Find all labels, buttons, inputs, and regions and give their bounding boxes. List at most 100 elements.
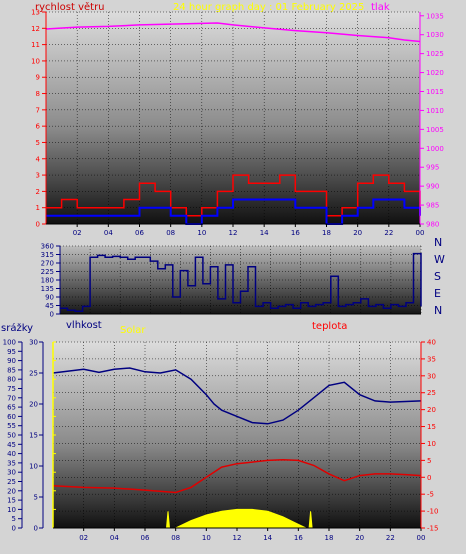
wind-direction-marks	[60, 252, 422, 312]
humidity-temp-xtick-label: 20	[355, 534, 364, 542]
wind-speed-ytick-label: 12	[31, 25, 40, 33]
wind-pressure-marks	[45, 22, 421, 225]
humidity-ytick-label: 5	[34, 494, 38, 502]
humidity-temp-xtick-label: 22	[386, 534, 395, 542]
wind-direction-series	[60, 252, 422, 312]
humidity-temp-axes: 02 04 06 08 10 12 14 16 18 20 22 00-15-10-505101520…	[3, 339, 439, 543]
wind-pressure-xtick-label: 06	[135, 229, 144, 237]
rain-ytick-label: 95	[7, 348, 16, 356]
pressure-ytick-label: 980	[426, 221, 439, 229]
humidity-ytick-label: 15	[29, 432, 38, 440]
rain-ytick-label: 15	[7, 497, 16, 505]
wind-direction-ytick-label: 135	[41, 285, 54, 293]
temperature-ytick-label: 15	[427, 423, 436, 431]
rain-ytick-label: 65	[7, 404, 16, 412]
wind-speed-ytick-label: 10	[31, 57, 40, 65]
temperature-ytick-label: 20	[427, 406, 436, 414]
direction-label-s: S	[434, 270, 441, 283]
wind-pressure-xtick-label: 00	[416, 229, 425, 237]
temperature-ytick-label: 35	[427, 355, 436, 363]
rain-ytick-label: 20	[7, 487, 16, 495]
direction-label-e: E	[434, 287, 441, 300]
temperature-ytick-label: -10	[427, 508, 438, 516]
wind-direction-ytick-label: 225	[41, 268, 54, 276]
pressure-ytick-label: 1030	[426, 31, 444, 39]
solar-label: Solar	[120, 325, 146, 336]
wind-speed-ytick-label: 13	[31, 9, 40, 17]
direction-label-w: W	[434, 253, 445, 266]
wind-speed-ytick-label: 4	[36, 155, 41, 163]
rain-ytick-label: 25	[7, 478, 16, 486]
wind-pressure-xtick-label: 02	[73, 229, 82, 237]
wind-speed-ytick-label: 8	[36, 90, 40, 98]
wind-direction-ytick-label: 315	[41, 251, 54, 259]
humidity-temp-xtick-label: 12	[233, 534, 242, 542]
rain-ytick-label: 85	[7, 366, 16, 374]
humidity-label: vlhkost	[66, 320, 102, 331]
wind-speed-ytick-label: 0	[36, 221, 40, 229]
wind-pressure-xtick-label: 14	[260, 229, 269, 237]
rain-ytick-label: 35	[7, 459, 16, 467]
temperature-ytick-label: 5	[427, 457, 431, 465]
temperature-ytick-label: 40	[427, 339, 436, 347]
wind-pressure-xtick-label: 04	[104, 229, 113, 237]
wind-speed-ytick-label: 3	[36, 172, 40, 180]
wind-speed-ytick-label: 1	[36, 204, 40, 212]
wind-direction-ytick-label: 360	[41, 243, 54, 251]
direction-label-n-bottom: N	[434, 304, 442, 317]
wind-pressure-xtick-label: 18	[322, 229, 331, 237]
humidity-series	[52, 367, 422, 425]
temperature-ytick-label: -5	[427, 491, 434, 499]
rain-ytick-label: 80	[7, 376, 16, 384]
rain-ytick-label: 0	[12, 525, 16, 533]
humidity-temp-xtick-label: 08	[171, 534, 180, 542]
humidity-temp-xtick-label: 18	[325, 534, 334, 542]
humidity-ytick-label: 10	[29, 463, 38, 471]
rain-ytick-label: 5	[12, 515, 16, 523]
wind-direction-ytick-label: 270	[41, 260, 54, 268]
wind-pressure-xtick-label: 22	[384, 229, 393, 237]
wind-speed-ytick-label: 7	[36, 106, 40, 114]
wind-speed-ytick-label: 6	[36, 123, 41, 131]
humidity-ytick-label: 0	[34, 525, 38, 533]
pressure-ytick-label: 995	[426, 164, 439, 172]
pressure-ytick-label: 1010	[426, 107, 444, 115]
pressure-ytick-label: 1000	[426, 145, 444, 153]
wind-pressure-xtick-label: 08	[166, 229, 175, 237]
rain-ytick-label: 60	[7, 413, 16, 421]
pressure-ytick-label: 990	[426, 183, 439, 191]
rain-ytick-label: 40	[7, 450, 16, 458]
pressure-ytick-label: 985	[426, 202, 439, 210]
wind-pressure-xtick-label: 20	[353, 229, 362, 237]
wind-average-series	[46, 198, 421, 225]
humidity-temp-xtick-label: 06	[141, 534, 150, 542]
rain-ytick-label: 50	[7, 432, 16, 440]
direction-label-n-top: N	[434, 236, 442, 249]
rain-ytick-label: 75	[7, 385, 16, 393]
temperature-series	[52, 458, 422, 494]
wind-speed-ytick-label: 11	[31, 41, 40, 49]
humidity-temp-xtick-label: 04	[110, 534, 119, 542]
humidity-temp-xtick-label: 02	[79, 534, 88, 542]
humidity-ytick-label: 25	[29, 370, 38, 378]
wind-pressure-xtick-label: 10	[197, 229, 206, 237]
temperature-ytick-label: 30	[427, 372, 436, 380]
rain-label: srážky	[1, 322, 33, 334]
direction-letters: N W S E N	[434, 236, 445, 317]
wind-direction-ytick-label: 0	[50, 311, 54, 319]
wind-speed-ytick-label: 2	[36, 188, 40, 196]
pressure-series	[45, 22, 421, 43]
rain-ytick-label: 45	[7, 441, 16, 449]
humidity-ytick-label: 30	[29, 339, 38, 347]
pressure-ytick-label: 1025	[426, 50, 444, 58]
temperature-label: teplota	[312, 321, 347, 332]
humidity-temp-xtick-label: 00	[417, 534, 426, 542]
rain-ytick-label: 100	[3, 339, 16, 347]
humidity-temp-xtick-label: 14	[263, 534, 272, 542]
humidity-ytick-label: 20	[29, 401, 38, 409]
temperature-ytick-label: 0	[427, 474, 431, 482]
temperature-ytick-label: 25	[427, 389, 436, 397]
